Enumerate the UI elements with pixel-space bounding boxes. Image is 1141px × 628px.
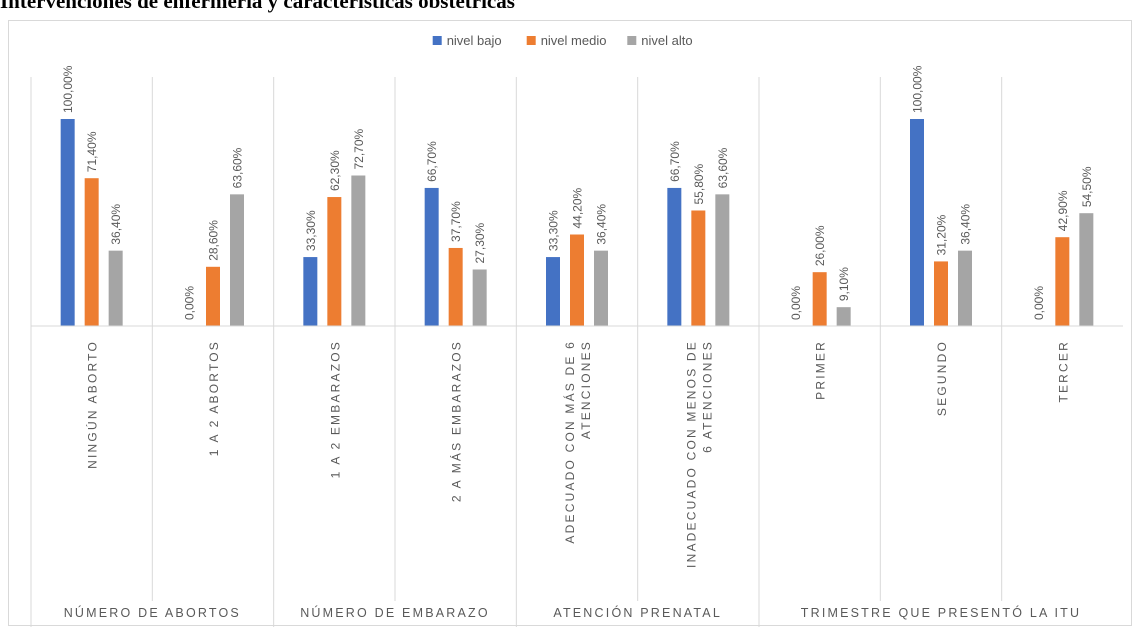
bar-1-8 <box>1055 237 1070 326</box>
bar-0-3 <box>424 187 439 326</box>
bar-2-0 <box>108 250 123 326</box>
data-label-1-2: 62,30% <box>328 150 342 191</box>
data-label-1-7: 31,20% <box>935 214 949 255</box>
bar-2-8 <box>1079 213 1094 326</box>
group-label-1: NÚMERO DE EMBARAZO <box>300 605 490 620</box>
bar-chart: nivel bajo nivel medio nivel alto 100,00% 0,… <box>30 33 1123 627</box>
category-label-8: TERCER <box>1056 340 1070 403</box>
category-label-0: NINGÚN ABORTO <box>85 340 100 469</box>
data-label-1-0: 71,40% <box>85 131 99 172</box>
chart-title: Intervenciones de enfermería y caracterí… <box>0 0 515 13</box>
group-label-2: ATENCIÓN PRENATAL <box>553 605 722 620</box>
data-label-2-0: 36,40% <box>109 204 123 245</box>
bar-0-2 <box>303 257 318 326</box>
data-label-1-6: 26,00% <box>813 225 827 266</box>
data-label-2-6: 9,10% <box>837 267 851 301</box>
data-label-0-8: 0,00% <box>1032 286 1046 320</box>
data-label-0-1: 0,00% <box>183 286 197 320</box>
data-label-2-1: 63,60% <box>231 147 245 188</box>
legend-label-2: nivel alto <box>641 33 692 48</box>
bar-1-5 <box>691 210 706 326</box>
legend-label-0: nivel bajo <box>447 33 502 48</box>
bar-2-4 <box>594 250 608 326</box>
bar-0-4 <box>546 257 560 326</box>
category-label-1: 1 A 2 ABORTOS <box>207 340 221 456</box>
category-label-2: 1 A 2 EMBARAZOS <box>328 340 342 478</box>
group-label-3: TRIMESTRE QUE PRESENTÓ LA ITU <box>801 605 1082 620</box>
data-label-1-5: 55,80% <box>692 163 706 204</box>
data-label-1-4: 44,20% <box>571 187 585 228</box>
bar-2-6 <box>836 307 851 326</box>
data-label-1-1: 28,60% <box>207 220 221 261</box>
legend-label-1: nivel medio <box>541 33 607 48</box>
legend-swatch-2 <box>627 36 637 45</box>
category-label-6: PRIMER <box>814 340 828 400</box>
data-label-2-8: 54,50% <box>1080 166 1094 207</box>
bar-2-5 <box>715 194 730 326</box>
bar-1-2 <box>327 197 342 326</box>
data-label-0-4: 33,30% <box>547 210 561 251</box>
data-label-0-0: 100,00% <box>61 65 75 113</box>
data-label-2-7: 36,40% <box>959 204 973 245</box>
bar-0-0 <box>60 119 75 326</box>
category-label-5-line-1: 6 ATENCIONES <box>700 340 714 453</box>
bar-1-1 <box>206 266 220 326</box>
data-label-2-2: 72,70% <box>352 128 366 169</box>
data-label-0-7: 100,00% <box>911 65 925 113</box>
bar-1-7 <box>934 261 948 326</box>
data-label-0-3: 66,70% <box>425 141 439 182</box>
category-label-5-line-0: INADECUADO CON MENOS DE <box>684 340 698 568</box>
data-label-2-3: 27,30% <box>473 222 487 263</box>
bar-2-2 <box>351 175 366 326</box>
bar-1-6 <box>812 272 827 326</box>
bar-2-3 <box>472 269 487 326</box>
data-label-1-8: 42,90% <box>1056 190 1070 231</box>
data-label-2-5: 63,60% <box>716 147 730 188</box>
bar-0-7 <box>910 119 924 326</box>
legend-swatch-0 <box>432 36 442 45</box>
bar-2-7 <box>958 250 972 326</box>
legend-swatch-1 <box>526 36 536 45</box>
chart-frame: nivel bajo nivel medio nivel alto 100,00% 0,… <box>8 20 1132 627</box>
category-label-4-line-1: ATENCIONES <box>579 340 593 439</box>
bar-2-1 <box>230 194 244 326</box>
data-label-1-3: 37,70% <box>449 201 463 242</box>
data-label-0-5: 66,70% <box>668 141 682 182</box>
category-label-4-line-0: ADECUADO CON MÁS DE 6 <box>562 340 577 544</box>
data-label-0-2: 33,30% <box>304 210 318 251</box>
category-label-3: 2 A MÁS EMBARAZOS <box>449 340 464 502</box>
bar-0-5 <box>667 187 682 326</box>
category-label-7: SEGUNDO <box>935 340 949 416</box>
bar-1-4 <box>570 234 584 326</box>
bar-1-3 <box>448 247 463 326</box>
group-label-0: NÚMERO DE ABORTOS <box>64 605 241 620</box>
data-label-0-6: 0,00% <box>789 286 803 320</box>
bar-1-0 <box>84 178 99 326</box>
data-label-2-4: 36,40% <box>595 204 609 245</box>
